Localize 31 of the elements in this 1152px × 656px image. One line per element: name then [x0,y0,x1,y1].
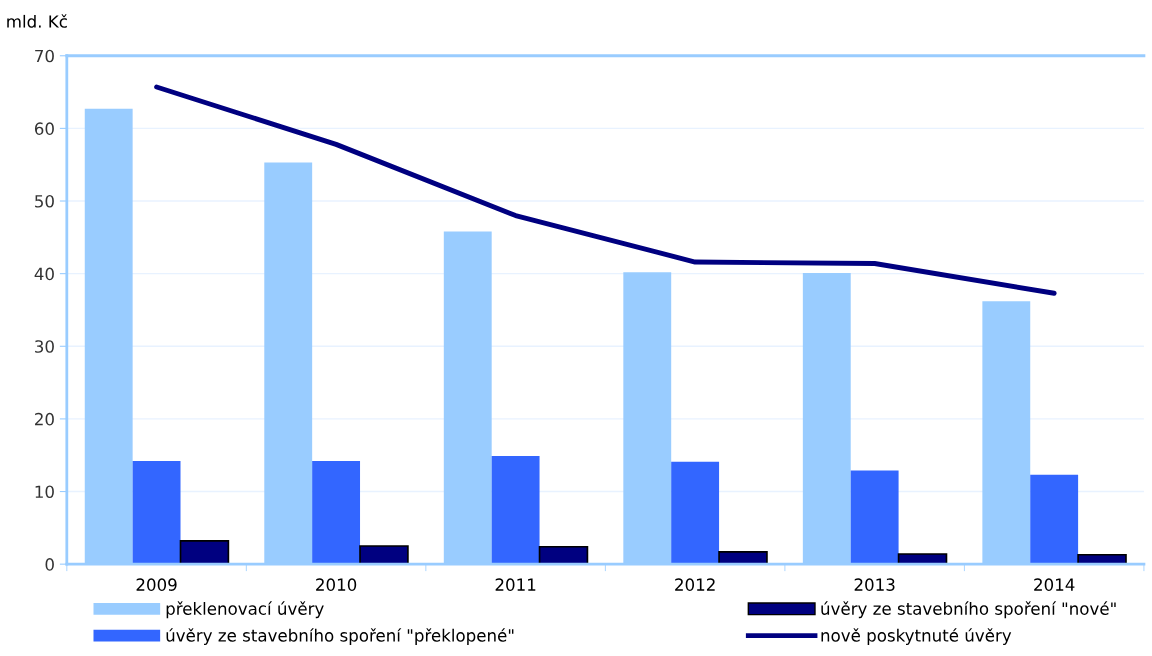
line-series [154,84,1057,296]
bar [491,455,540,565]
bar [1030,474,1079,565]
bar [179,540,230,565]
x-tick-label: 2012 [675,578,715,591]
bar [897,553,948,565]
x-tick-label: 2010 [316,578,357,591]
y-tick-label: 30 [35,340,54,353]
bar [718,550,768,565]
bar [359,545,409,565]
x-tick-label: 2009 [136,578,177,591]
y-tick-label: 20 [35,412,54,426]
y-tick-label: 60 [34,122,54,135]
bar [850,470,899,565]
x-tick-label: 2011 [495,578,536,591]
legend-label: nově poskytnuté úvěry [821,628,1012,645]
y-tick-label: 10 [35,485,54,499]
legend-label: překlenovací úvěry [166,601,324,619]
bar [671,461,720,565]
bar [538,545,589,565]
bar [312,461,361,565]
bar [132,461,181,565]
x-tick-label: 2013 [854,578,895,591]
legend-label: úvěry ze stavebního spoření "nové" [821,601,1116,619]
x-tick-label: 2014 [1034,578,1075,591]
legend-label: úvěry ze stavebního spoření "překlopené" [166,628,514,645]
y-tick-label: 50 [35,194,54,208]
y-axis-title: mld. Kč [7,14,67,28]
y-tick-label: 0 [45,558,54,571]
y-tick-label: 70 [35,49,54,63]
y-tick-label: 40 [34,267,54,281]
